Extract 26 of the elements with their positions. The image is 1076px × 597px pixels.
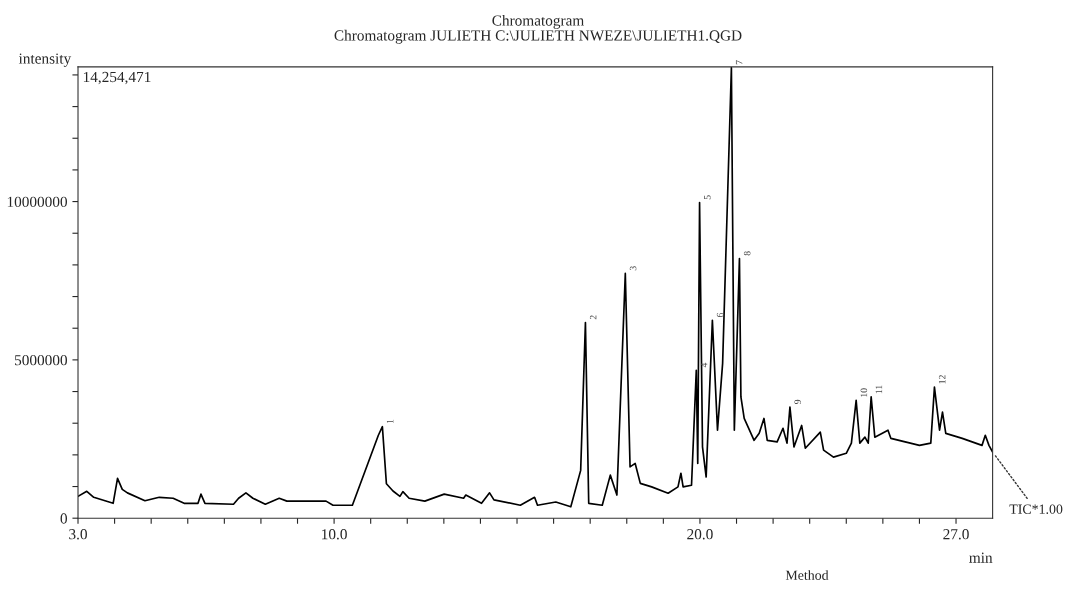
annotation: 7 <box>735 60 743 65</box>
y-tick-label: 5000000 <box>15 355 68 366</box>
chart-title: Chromatogram <box>492 14 585 29</box>
annotation: 14,254,471 <box>83 71 151 85</box>
x-tick-label: 10.0 <box>322 529 347 540</box>
annotation: 8 <box>743 251 751 256</box>
x-tick-label: 3.0 <box>69 529 87 540</box>
y-tick-label: 0 <box>60 513 68 524</box>
annotation: 1 <box>386 419 394 424</box>
annotation: 11 <box>875 385 883 394</box>
y-tick-label: 10000000 <box>7 196 68 208</box>
x-axis-title: min <box>969 552 993 563</box>
x-tick-label: 20.0 <box>687 529 713 540</box>
annotation: 12 <box>938 375 946 384</box>
chart-subtitle: Chromatogram JULIETH C:\JULIETH NWEZE\JULIETH1.QGD <box>334 29 742 44</box>
annotation: 3 <box>629 266 637 271</box>
y-axis-title: intensity <box>18 53 72 67</box>
annotation: 9 <box>794 399 801 404</box>
annotation: 6 <box>716 312 724 318</box>
annotation: TIC*1.00 <box>1009 504 1063 514</box>
annotation: 5 <box>704 195 711 200</box>
annotation: 2 <box>589 315 597 320</box>
text: Method <box>785 570 829 580</box>
annotation: 10 <box>860 388 868 397</box>
x-tick-label: 27.0 <box>943 529 969 540</box>
annotation: 4 <box>700 362 708 368</box>
